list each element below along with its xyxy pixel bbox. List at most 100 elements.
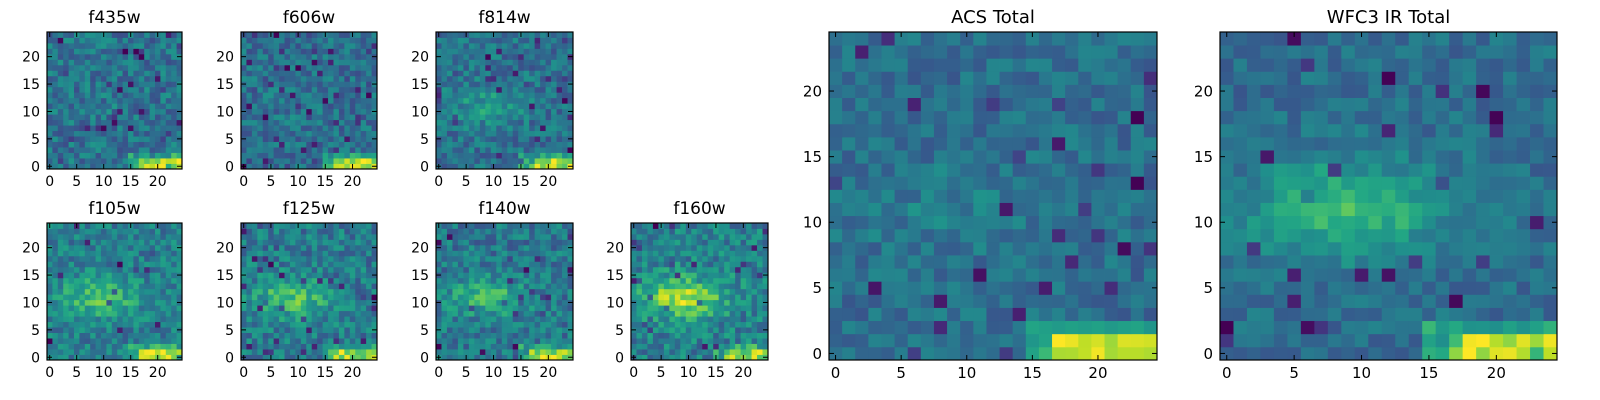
heatmap-cell [355,97,362,104]
heatmap-cell [138,305,145,312]
heatmap-cell [355,141,362,148]
heatmap-cell [57,223,64,229]
heatmap-cell [338,141,345,148]
axes-frame [240,222,378,361]
heatmap-cell [160,244,167,251]
heatmap-cell [84,305,91,312]
heatmap-cell [289,97,296,104]
heatmap-cell [501,338,508,344]
heatmap-cell [344,354,351,361]
heatmap-cell [241,42,247,49]
heatmap-cell [273,343,280,350]
heatmap-cell [366,250,372,257]
heatmap-cell [523,114,530,121]
heatmap-cell [262,305,269,312]
heatmap-cell [90,97,96,104]
heatmap-cell [702,299,709,306]
heatmap-cell [251,338,258,344]
heatmap-cell [512,75,519,82]
heatmap-cell [279,141,285,148]
heatmap-cell [641,266,648,273]
heatmap-cell [674,338,681,344]
heatmap-cell [724,299,731,306]
heatmap-cell [496,305,503,312]
heatmap-cell [84,86,91,93]
heatmap-cell [724,277,731,284]
heatmap-cell [545,332,552,339]
heatmap-cell [47,75,53,82]
heatmap-cell [490,59,497,66]
heatmap-cell [306,152,313,159]
heatmap-cell [355,108,362,115]
heatmap-cell [567,92,574,99]
heatmap-cell [128,81,134,88]
heatmap-cell [562,310,568,317]
heatmap-cell [128,108,134,115]
heatmap-cell [79,147,86,153]
heatmap-cell [724,283,731,290]
heatmap-cell [371,294,378,301]
heatmap-cell [251,59,258,66]
heatmap-cell [95,86,102,93]
heatmap-cell [160,81,167,88]
heatmap-cell [349,114,356,121]
y-tick-label: 15 [411,268,429,284]
heatmap-cell [251,125,258,132]
heatmap-cell [534,70,541,77]
heatmap-cell [960,320,974,335]
heatmap-cell [268,239,275,246]
heatmap-cell [729,233,736,240]
heatmap-cell [556,272,563,279]
heatmap-cell [658,299,665,306]
heatmap-cell [311,136,318,142]
heatmap-cell [251,152,258,159]
heatmap-cell [729,316,736,323]
heatmap-cell [663,343,670,350]
heatmap-cell [496,294,503,301]
heatmap-cell [295,103,302,110]
heatmap-cell [551,316,557,323]
heatmap-cell [317,272,323,279]
heatmap-cell [457,81,464,88]
heatmap-cell [333,136,340,142]
y-tick-label: 20 [216,50,234,66]
heatmap-cell [973,189,987,203]
heatmap-cell [562,70,568,77]
heatmap-cell [757,233,763,240]
heatmap-cell [663,310,670,317]
heatmap-cell [529,119,536,126]
heatmap-cell [881,307,895,322]
heatmap-cell [262,277,269,284]
heatmap-cell [463,70,470,77]
heatmap-cell [567,233,574,240]
heatmap-cell [317,283,323,290]
heatmap-cell [284,338,291,344]
heatmap-cell [474,288,481,295]
heatmap-cell [160,321,167,328]
heatmap-cell [474,332,481,339]
heatmap-cell [68,53,75,60]
heatmap-cell [289,244,296,251]
heatmap-cell [474,266,481,273]
heatmap-cell [333,277,340,284]
heatmap-cell [446,114,453,121]
heatmap-cell [757,299,763,306]
heatmap-cell [74,310,80,317]
heatmap-cell [262,92,269,99]
heatmap-cell [360,42,367,49]
y-tick-label: 5 [420,132,429,148]
heatmap-cell [306,86,313,93]
heatmap-cell [311,305,318,312]
heatmap-cell [960,346,974,361]
heatmap-cell [149,266,156,273]
heatmap-cell [496,97,503,104]
heatmap-cell [512,239,519,246]
heatmap-cell [95,261,102,268]
heatmap-cell [724,228,731,235]
heatmap-cell [289,48,296,55]
heatmap-cell [338,277,345,284]
heatmap-cell [474,305,481,312]
heatmap-cell [757,288,763,295]
heatmap-cell [702,272,709,279]
